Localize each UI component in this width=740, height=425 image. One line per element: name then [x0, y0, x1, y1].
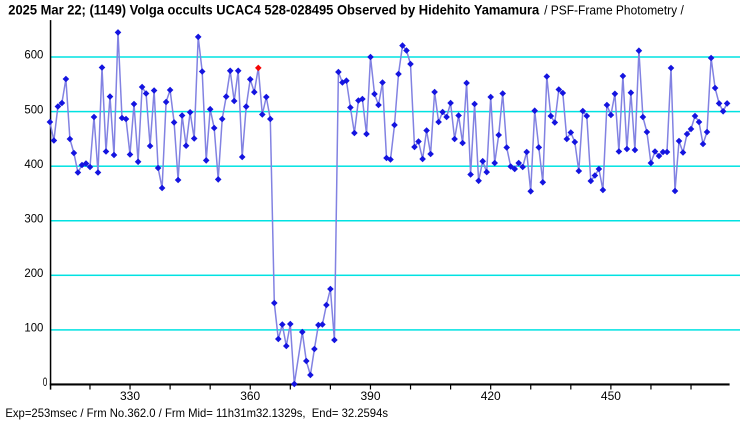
svg-text:450: 450	[601, 389, 621, 403]
svg-text:200: 200	[24, 266, 43, 280]
svg-text:300: 300	[24, 211, 43, 225]
svg-text:600: 600	[24, 48, 43, 62]
svg-text:/ PSF-Frame Photometry /: / PSF-Frame Photometry /	[544, 3, 684, 18]
svg-text:360: 360	[240, 389, 260, 403]
svg-text:0: 0	[43, 375, 48, 389]
svg-text:100: 100	[24, 321, 43, 335]
svg-text:420: 420	[481, 389, 501, 403]
svg-text:390: 390	[361, 389, 381, 403]
svg-text:330: 330	[120, 389, 140, 403]
svg-text:400: 400	[24, 157, 43, 171]
svg-text:Exp=253msec / Frm No.362.0 / F: Exp=253msec / Frm No.362.0 / Frm Mid= 11…	[5, 406, 388, 420]
svg-text:2025 Mar 22; (1149) Volga occu: 2025 Mar 22; (1149) Volga occults UCAC4 …	[8, 3, 539, 18]
svg-text:500: 500	[24, 102, 43, 116]
